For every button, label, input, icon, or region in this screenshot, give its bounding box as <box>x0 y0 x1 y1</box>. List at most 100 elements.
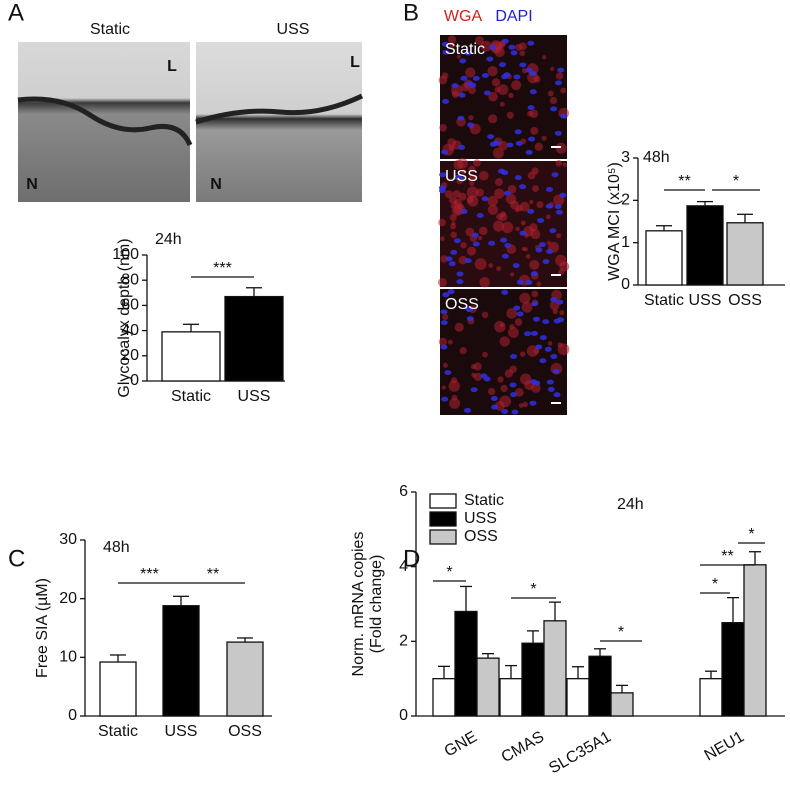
cell-stain <box>450 231 457 239</box>
nucleus <box>510 392 518 398</box>
y-tick-label: 40 <box>121 322 139 339</box>
y-axis-label: Free SIA (µM) <box>34 578 51 678</box>
bar <box>588 655 612 717</box>
cell-stain <box>529 259 540 270</box>
x-tick-label: USS <box>238 388 271 405</box>
nucleus <box>440 320 448 326</box>
nucleus <box>489 141 497 147</box>
cell-stain <box>456 54 461 59</box>
nucleus <box>512 263 520 269</box>
cell-stain <box>496 213 504 221</box>
nucleus <box>539 358 547 364</box>
y-tick-label: 60 <box>121 297 139 314</box>
panel-label: A <box>8 0 24 26</box>
cell-stain <box>531 290 539 298</box>
nucleus <box>542 319 550 325</box>
nucleus <box>483 90 491 96</box>
cell-stain <box>488 263 494 268</box>
nucleus <box>441 149 449 155</box>
nucleus <box>444 369 452 375</box>
cell-stain <box>438 337 448 347</box>
cell-stain <box>453 159 464 170</box>
nucleus <box>453 238 461 244</box>
bar <box>226 641 264 717</box>
nucleus <box>501 409 509 415</box>
cell-stain <box>525 254 531 259</box>
cell-stain <box>487 387 496 396</box>
cell-stain <box>498 141 509 151</box>
cell-stain <box>477 235 483 241</box>
nucleus <box>448 261 456 267</box>
nucleus <box>529 379 537 385</box>
image-label: USS <box>277 21 310 38</box>
x-tick-label: OSS <box>728 292 762 309</box>
nucleus <box>527 105 535 111</box>
cell-stain <box>449 214 457 222</box>
nucleus <box>441 396 449 402</box>
nucleus <box>490 395 498 401</box>
nucleus <box>483 376 491 382</box>
cell-stain <box>482 351 488 358</box>
significance-label: * <box>733 173 739 190</box>
cell-stain <box>449 397 461 409</box>
cell-stain <box>519 351 526 357</box>
cell-stain <box>468 115 474 121</box>
membrane <box>195 93 364 125</box>
cell-stain <box>541 135 547 141</box>
nucleus <box>470 387 478 393</box>
image-label: Static <box>90 21 130 38</box>
nucleus <box>529 71 537 77</box>
nucleus <box>519 230 527 236</box>
y-axis-label: Glycocalyx depth (nm) <box>116 238 133 397</box>
y-tick-label: 0 <box>68 707 77 724</box>
cell-stain <box>559 310 565 316</box>
cell-stain <box>509 323 515 330</box>
y-tick-label: 80 <box>121 271 139 288</box>
significance-label: * <box>712 576 718 593</box>
nucleus <box>549 228 557 234</box>
cell-stain <box>487 195 499 207</box>
nucleus <box>555 80 563 86</box>
panel-label: C <box>8 545 25 572</box>
image-marker: L <box>167 58 177 75</box>
y-axis-label: (Fold change) <box>368 555 385 654</box>
nucleus <box>535 247 543 253</box>
cell-stain <box>499 322 505 328</box>
nucleus <box>537 218 545 224</box>
cell-stain <box>494 178 503 187</box>
nucleus <box>458 144 466 150</box>
nucleus <box>550 106 558 112</box>
nucleus <box>456 279 464 285</box>
nucleus <box>515 140 523 146</box>
nucleus <box>465 306 473 312</box>
significance-label: * <box>446 564 452 581</box>
significance-label: * <box>618 624 624 641</box>
nucleus <box>451 83 459 89</box>
cell-stain <box>468 165 476 173</box>
cell-stain <box>467 195 479 207</box>
x-tick-label: CMAS <box>499 728 548 766</box>
nucleus <box>467 122 475 128</box>
nucleus <box>514 129 522 135</box>
cell-stain <box>492 147 504 159</box>
bar <box>224 295 284 382</box>
bar <box>686 205 724 286</box>
bar <box>162 605 200 717</box>
cell-stain <box>473 159 481 167</box>
nucleus <box>554 130 562 136</box>
cell-stain <box>521 246 526 252</box>
cell-stain <box>491 78 501 87</box>
significance-label: ** <box>678 173 690 190</box>
x-tick-label: GNE <box>442 728 481 760</box>
nucleus <box>459 58 467 64</box>
cell-stain <box>529 199 534 205</box>
cell-stain <box>555 72 564 80</box>
cell-stain <box>452 190 461 198</box>
cell-stain <box>450 203 456 209</box>
nucleus <box>487 134 495 140</box>
panel-label: B <box>403 0 419 26</box>
cell-stain <box>534 142 544 151</box>
significance-label: ** <box>207 566 219 583</box>
nucleus <box>504 243 512 249</box>
cell-stain <box>507 184 517 194</box>
